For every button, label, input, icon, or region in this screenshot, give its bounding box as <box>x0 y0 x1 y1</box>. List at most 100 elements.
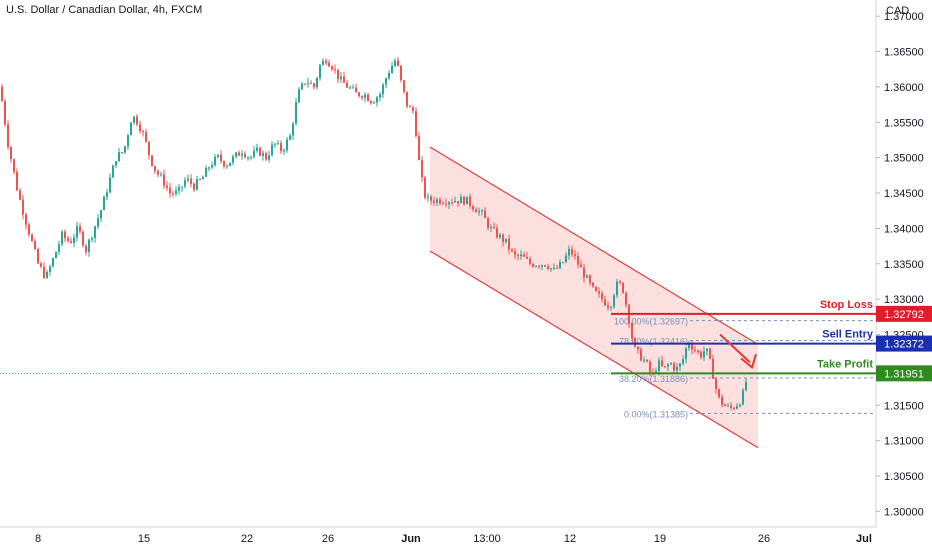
candle-body <box>658 360 660 371</box>
candle-body <box>226 165 228 167</box>
candle-body <box>229 162 231 166</box>
candle-body <box>253 150 255 157</box>
candle-body <box>523 254 525 257</box>
candle-body <box>4 101 6 125</box>
candle-body <box>418 135 420 161</box>
candle-body <box>349 87 351 89</box>
candle-body <box>205 167 207 177</box>
candle-body <box>28 224 30 235</box>
channel-lower-line <box>429 250 759 449</box>
candle-body <box>487 218 489 228</box>
fib-label: 38.20%(1.31886) <box>619 374 688 384</box>
candle-body <box>586 275 588 278</box>
candle-body <box>715 378 717 390</box>
y-tick-label: 1.35500 <box>884 117 924 129</box>
candle-body <box>430 196 432 201</box>
candle-body <box>175 190 177 194</box>
candle-body <box>76 226 78 238</box>
candle-body <box>745 381 747 391</box>
candle-body <box>439 199 441 204</box>
candle-body <box>490 227 492 229</box>
candle-body <box>565 255 567 263</box>
candle-body <box>427 196 429 198</box>
candle-body <box>493 227 495 229</box>
candle-body <box>1 86 3 102</box>
candle-body <box>190 178 192 184</box>
candle-body <box>433 200 435 203</box>
candle-body <box>646 359 648 362</box>
candle-body <box>337 69 339 80</box>
candle-body <box>214 156 216 166</box>
y-tick-label: 1.34000 <box>884 223 924 235</box>
candle-body <box>634 338 636 347</box>
candle-body <box>151 155 153 166</box>
fib-label: 100.00%(1.32697) <box>614 317 688 327</box>
candle-body <box>223 161 225 167</box>
candle-body <box>94 226 96 238</box>
candle-body <box>595 286 597 292</box>
price-badge-text: 1.32372 <box>884 339 924 351</box>
candle-body <box>46 272 48 278</box>
trade-level-name: Stop Loss <box>820 299 873 311</box>
candle-body <box>127 135 129 147</box>
candle-body <box>661 360 663 367</box>
candle-body <box>508 238 510 250</box>
candle-body <box>409 106 411 108</box>
candle-body <box>382 84 384 95</box>
candle-body <box>589 275 591 283</box>
candle-body <box>529 258 531 265</box>
candle-body <box>370 100 372 104</box>
candle-body <box>124 146 126 153</box>
candle-body <box>421 160 423 178</box>
candle-body <box>118 152 120 162</box>
candle-body <box>70 241 72 244</box>
candle-body <box>259 147 261 156</box>
candle-body <box>499 234 501 238</box>
candle-body <box>451 202 453 204</box>
candle-body <box>556 267 558 269</box>
candle-body <box>355 87 357 93</box>
candle-body <box>466 196 468 205</box>
candle-body <box>733 407 735 409</box>
candle-body <box>289 135 291 140</box>
candle-body <box>169 187 171 194</box>
x-tick-label: Jul <box>856 533 872 545</box>
candle-body <box>682 359 684 364</box>
candle-body <box>703 351 705 358</box>
candle-body <box>178 187 180 191</box>
candle-body <box>211 165 213 168</box>
candle-body <box>379 94 381 98</box>
candle-body <box>283 150 285 152</box>
candle-body <box>655 370 657 373</box>
candle-body <box>295 102 297 124</box>
candle-body <box>709 348 711 359</box>
candle-body <box>706 348 708 352</box>
candle-body <box>319 65 321 78</box>
candle-body <box>310 82 312 84</box>
candle-body <box>145 132 147 142</box>
candle-body <box>187 178 189 181</box>
candle-body <box>196 179 198 190</box>
candle-body <box>43 266 45 278</box>
candle-body <box>100 210 102 219</box>
candle-body <box>574 254 576 257</box>
candle-body <box>217 154 219 157</box>
candle-body <box>403 80 405 92</box>
candle-body <box>271 144 273 156</box>
y-tick-label: 1.31500 <box>884 400 924 412</box>
candle-body <box>346 82 348 88</box>
candle-body <box>727 405 729 407</box>
candle-body <box>607 305 609 308</box>
channel-fill <box>430 147 758 448</box>
candle-body <box>220 154 222 162</box>
candle-body <box>55 251 57 259</box>
candle-body <box>247 157 249 159</box>
candle-body <box>136 116 138 125</box>
y-tick-label: 1.30000 <box>884 506 924 518</box>
candle-body <box>457 200 459 204</box>
candle-body <box>202 176 204 180</box>
candle-body <box>265 153 267 160</box>
x-tick-label: 19 <box>654 533 666 545</box>
candle-body <box>616 281 618 296</box>
